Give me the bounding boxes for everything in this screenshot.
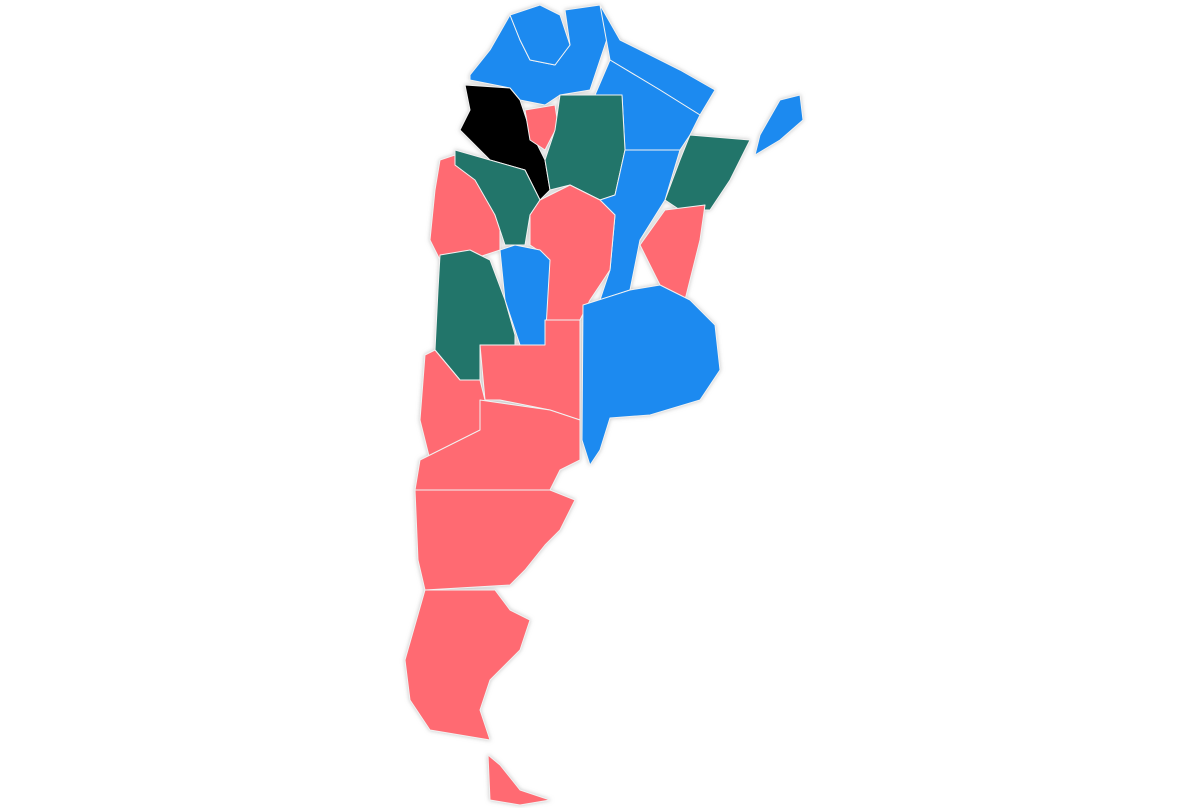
province bbox=[419, 349, 486, 461]
province bbox=[509, 4, 571, 66]
province bbox=[414, 399, 581, 491]
province bbox=[544, 94, 626, 201]
province bbox=[487, 754, 551, 806]
province bbox=[404, 589, 531, 741]
province bbox=[414, 489, 576, 591]
province bbox=[754, 94, 804, 156]
province bbox=[581, 284, 721, 466]
province bbox=[459, 84, 551, 201]
province bbox=[454, 149, 541, 246]
provinces bbox=[404, 4, 804, 806]
province bbox=[524, 104, 559, 151]
